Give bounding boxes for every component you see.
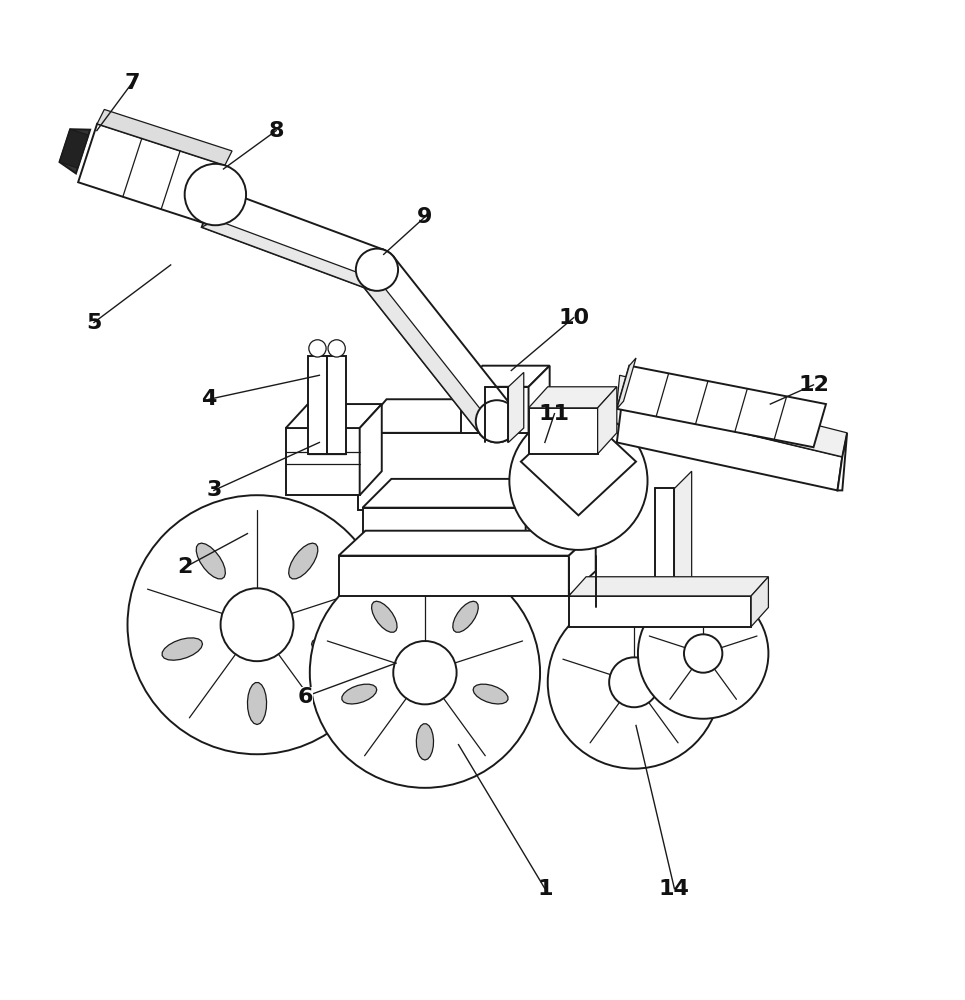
Text: 10: 10 <box>558 308 590 328</box>
Text: 6: 6 <box>297 687 313 707</box>
Polygon shape <box>60 129 89 168</box>
Polygon shape <box>568 596 751 627</box>
Circle shape <box>184 164 246 225</box>
Polygon shape <box>751 577 768 627</box>
Polygon shape <box>617 375 847 457</box>
Polygon shape <box>529 408 597 454</box>
Polygon shape <box>597 387 617 454</box>
Polygon shape <box>461 387 529 433</box>
Text: 14: 14 <box>659 879 690 899</box>
Polygon shape <box>568 531 595 596</box>
Polygon shape <box>526 479 555 558</box>
Polygon shape <box>509 372 524 442</box>
Polygon shape <box>536 399 565 510</box>
Polygon shape <box>838 433 847 490</box>
Circle shape <box>310 558 540 788</box>
Polygon shape <box>286 404 382 428</box>
Polygon shape <box>372 601 397 632</box>
Circle shape <box>476 400 518 442</box>
Text: 9: 9 <box>417 207 432 227</box>
Circle shape <box>309 340 326 357</box>
Circle shape <box>127 495 387 754</box>
Polygon shape <box>286 428 360 495</box>
Polygon shape <box>247 683 266 725</box>
Polygon shape <box>342 684 376 704</box>
Polygon shape <box>363 508 526 558</box>
Polygon shape <box>312 638 352 660</box>
Circle shape <box>548 596 721 769</box>
Circle shape <box>221 588 293 661</box>
Polygon shape <box>675 471 692 598</box>
Text: 5: 5 <box>86 313 101 333</box>
Text: 6: 6 <box>297 687 313 707</box>
Text: 2: 2 <box>178 557 193 577</box>
Polygon shape <box>202 220 384 290</box>
Circle shape <box>684 634 723 673</box>
Polygon shape <box>162 638 203 660</box>
Text: 4: 4 <box>202 389 217 409</box>
Polygon shape <box>78 124 225 224</box>
Polygon shape <box>461 366 550 387</box>
Circle shape <box>476 400 518 442</box>
Polygon shape <box>363 479 555 508</box>
Polygon shape <box>339 531 595 556</box>
Polygon shape <box>617 358 636 409</box>
Text: 8: 8 <box>268 121 284 141</box>
Polygon shape <box>60 129 90 173</box>
Circle shape <box>609 657 659 707</box>
Polygon shape <box>617 366 826 447</box>
Text: 1: 1 <box>538 879 553 899</box>
Polygon shape <box>196 543 226 579</box>
Polygon shape <box>327 356 346 454</box>
Polygon shape <box>360 276 495 434</box>
Polygon shape <box>202 188 384 290</box>
Polygon shape <box>529 366 550 433</box>
Polygon shape <box>358 433 536 510</box>
Polygon shape <box>360 257 513 434</box>
Text: 3: 3 <box>207 480 222 500</box>
Circle shape <box>394 641 456 704</box>
Polygon shape <box>529 387 617 408</box>
Circle shape <box>328 340 345 357</box>
Text: 7: 7 <box>124 73 140 93</box>
Polygon shape <box>289 543 317 579</box>
Polygon shape <box>617 404 842 490</box>
Polygon shape <box>568 577 768 596</box>
Circle shape <box>638 588 768 719</box>
Polygon shape <box>360 404 382 495</box>
Circle shape <box>510 412 648 550</box>
Polygon shape <box>97 109 232 165</box>
Circle shape <box>356 249 399 291</box>
Circle shape <box>356 249 399 291</box>
Polygon shape <box>339 556 568 596</box>
Polygon shape <box>416 724 433 760</box>
Text: 11: 11 <box>539 404 570 424</box>
Polygon shape <box>358 399 565 433</box>
Polygon shape <box>473 684 508 704</box>
Text: 12: 12 <box>798 375 829 395</box>
Polygon shape <box>308 356 327 454</box>
Polygon shape <box>453 601 479 632</box>
Polygon shape <box>521 408 636 515</box>
